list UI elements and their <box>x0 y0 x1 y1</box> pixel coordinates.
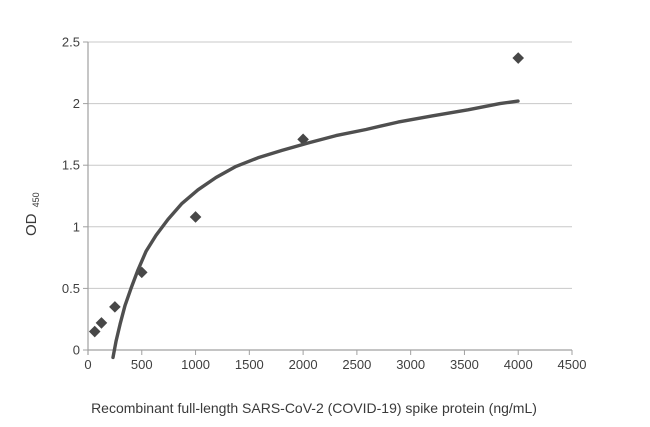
data-point-marker <box>88 325 101 338</box>
data-point-marker <box>189 211 202 223</box>
gridlines-group <box>88 41 572 289</box>
tick-labels-group: 0 0.5 1 1.5 2 2.5 0 500 1000 1500 2000 2500 3000 3500… <box>62 35 587 373</box>
y-axis-title: OD 450 <box>23 192 41 236</box>
x-tick-label: 2500 <box>342 357 371 372</box>
x-tick-label: 2000 <box>289 357 318 372</box>
y-axis-title-subscript: 450 <box>31 192 41 207</box>
y-tick-label: 1 <box>73 219 80 234</box>
x-tick-label: 1500 <box>235 357 264 372</box>
x-tick-label: 4000 <box>504 357 533 372</box>
data-point-marker <box>95 317 108 329</box>
y-tick-label: 0 <box>73 343 80 358</box>
x-tick-label: 3000 <box>396 357 425 372</box>
data-point-marker <box>109 301 121 313</box>
y-tick-label: 0.5 <box>62 281 80 296</box>
x-axis-title: Recombinant full-length SARS-CoV-2 (COVI… <box>91 400 537 416</box>
y-tick-label: 2 <box>73 96 80 111</box>
axes-group <box>83 41 573 355</box>
x-tick-label: 500 <box>131 357 153 372</box>
data-point-marker <box>512 52 525 64</box>
y-tick-label: 2.5 <box>62 35 80 50</box>
x-tick-label: 0 <box>84 357 91 372</box>
x-tick-label: 3500 <box>450 357 479 372</box>
y-tick-label: 1.5 <box>62 158 80 173</box>
x-tick-label: 4500 <box>558 357 587 372</box>
y-axis-title-main: OD <box>23 213 40 236</box>
series-group <box>88 52 525 360</box>
x-tick-label: 1000 <box>181 357 210 372</box>
fit-curve-line <box>111 99 520 360</box>
